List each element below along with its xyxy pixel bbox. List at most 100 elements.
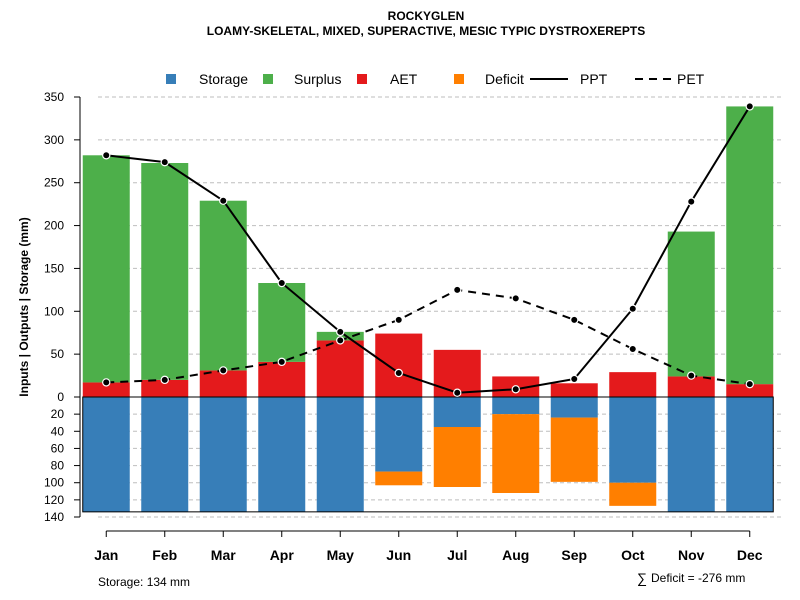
point-ppt-jun bbox=[394, 368, 403, 378]
x-tick-label-sep: Sep bbox=[561, 547, 587, 563]
bar-storage-aug bbox=[492, 397, 540, 415]
y-tick-label-upper-150: 150 bbox=[44, 261, 64, 275]
point-pet-oct bbox=[628, 344, 637, 354]
bar-aet-may bbox=[316, 340, 364, 397]
bar-surplus-mar bbox=[199, 200, 247, 371]
point-pet-mar bbox=[219, 366, 228, 375]
bar-aet-oct bbox=[609, 372, 657, 397]
x-tick-label-jun: Jun bbox=[386, 547, 411, 563]
bar-surplus-dec bbox=[726, 106, 774, 385]
bars bbox=[82, 106, 774, 512]
line-ppt bbox=[106, 105, 751, 394]
bar-storage-feb bbox=[141, 397, 189, 512]
footer-storage: Storage: 134 mm bbox=[98, 575, 190, 589]
legend-swatch-surplus bbox=[263, 74, 273, 84]
bar-surplus-nov bbox=[667, 231, 715, 377]
bar-deficit-jul bbox=[433, 427, 481, 487]
legend: Storage Surplus AET Deficit PPT PET bbox=[166, 71, 705, 87]
legend-swatch-storage bbox=[166, 74, 176, 84]
y-tick-label-lower-40: 40 bbox=[51, 424, 65, 438]
bar-deficit-sep bbox=[550, 417, 598, 482]
y-tick-label-lower-120: 120 bbox=[44, 493, 64, 507]
bar-deficit-jun bbox=[375, 471, 423, 486]
point-ppt-oct bbox=[628, 304, 637, 313]
bar-storage-mar bbox=[199, 397, 247, 512]
legend-swatch-deficit bbox=[454, 74, 464, 84]
point-ppt-mar bbox=[219, 196, 228, 205]
legend-label-surplus: Surplus bbox=[294, 71, 341, 87]
chart-subtitle: LOAMY-SKELETAL, MIXED, SUPERACTIVE, MESI… bbox=[207, 24, 646, 38]
legend-label-pet: PET bbox=[677, 71, 705, 87]
bar-aet-nov bbox=[667, 376, 715, 397]
legend-swatch-aet bbox=[357, 74, 367, 84]
x-tick-label-oct: Oct bbox=[621, 547, 645, 563]
bar-storage-jul bbox=[433, 397, 481, 427]
bar-storage-nov bbox=[667, 397, 715, 512]
series-lines bbox=[106, 105, 751, 394]
point-pet-jul bbox=[453, 285, 462, 295]
bar-aet-dec bbox=[726, 384, 774, 397]
bar-aet-apr bbox=[258, 361, 306, 397]
series-points bbox=[102, 102, 754, 397]
x-axis: Jan Feb Mar Apr May Jun Jul Aug Sep Oct Nov Dec bbox=[94, 530, 763, 563]
bar-storage-sep bbox=[550, 397, 598, 418]
line-pet bbox=[106, 288, 750, 386]
x-tick-label-nov: Nov bbox=[678, 547, 705, 563]
x-tick-label-may: May bbox=[327, 547, 354, 563]
legend-label-aet: AET bbox=[390, 71, 418, 87]
bar-storage-may bbox=[316, 397, 364, 512]
y-tick-label-upper-100: 100 bbox=[44, 304, 64, 318]
footer-deficit: Deficit = -276 mm bbox=[651, 571, 745, 585]
y-tick-label-upper-200: 200 bbox=[44, 219, 64, 233]
y-tick-label-lower-100: 100 bbox=[44, 476, 64, 490]
bar-storage-jun bbox=[375, 397, 423, 472]
bar-surplus-jan bbox=[82, 155, 130, 383]
point-ppt-aug bbox=[511, 385, 520, 394]
bar-storage-apr bbox=[258, 397, 306, 512]
x-tick-label-jan: Jan bbox=[94, 547, 118, 563]
point-ppt-apr bbox=[277, 278, 286, 288]
y-tick-label-upper-300: 300 bbox=[44, 133, 64, 147]
x-tick-label-apr: Apr bbox=[270, 547, 295, 563]
y-tick-label-upper-250: 250 bbox=[44, 176, 64, 190]
y-tick-label-lower-140: 140 bbox=[44, 510, 64, 524]
bar-aet-jan bbox=[82, 382, 130, 397]
bar-aet-feb bbox=[141, 379, 189, 397]
y-tick-label-upper-350: 350 bbox=[44, 90, 64, 104]
point-pet-apr bbox=[277, 357, 286, 367]
y-tick-label-lower-80: 80 bbox=[51, 459, 65, 473]
legend-label-ppt: PPT bbox=[580, 71, 608, 87]
chart-title: ROCKYGLEN bbox=[388, 9, 465, 23]
x-tick-label-dec: Dec bbox=[737, 547, 763, 563]
point-pet-feb bbox=[160, 375, 169, 385]
point-pet-may bbox=[336, 336, 345, 345]
point-pet-jun bbox=[394, 315, 403, 325]
point-ppt-jul bbox=[453, 388, 462, 397]
point-ppt-nov bbox=[687, 197, 696, 206]
bar-surplus-feb bbox=[141, 163, 189, 380]
point-pet-sep bbox=[570, 315, 579, 325]
bar-surplus-apr bbox=[258, 283, 306, 362]
y-axis-label: Inputs | Outputs | Storage (mm) bbox=[17, 217, 31, 396]
x-tick-label-feb: Feb bbox=[152, 547, 177, 563]
bar-deficit-oct bbox=[609, 482, 657, 506]
legend-label-storage: Storage bbox=[199, 71, 248, 87]
bar-surplus-may bbox=[316, 331, 364, 341]
bar-storage-jan bbox=[82, 397, 130, 512]
y-tick-label-upper-0: 0 bbox=[57, 390, 64, 404]
footer-sigma-symbol: ∑ bbox=[637, 570, 647, 586]
storage-panel-frame bbox=[82, 396, 774, 513]
point-ppt-feb bbox=[160, 157, 169, 167]
point-pet-nov bbox=[687, 371, 696, 380]
point-ppt-jan bbox=[102, 151, 111, 160]
legend-label-deficit: Deficit bbox=[485, 71, 524, 87]
point-ppt-sep bbox=[570, 374, 579, 384]
point-pet-jan bbox=[102, 378, 111, 387]
storage-capacity-frame bbox=[82, 396, 774, 513]
point-ppt-may bbox=[336, 327, 345, 337]
point-pet-dec bbox=[745, 379, 754, 389]
bar-storage-oct bbox=[609, 397, 657, 483]
bar-storage-dec bbox=[726, 397, 774, 512]
x-tick-label-aug: Aug bbox=[502, 547, 529, 563]
